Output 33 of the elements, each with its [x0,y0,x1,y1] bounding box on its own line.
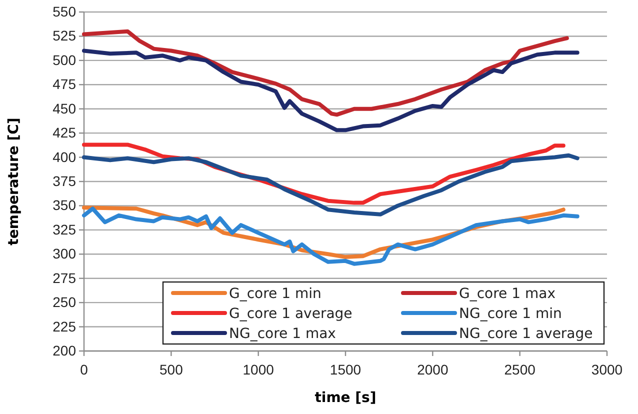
legend-label: G_core 1 min [229,286,322,302]
y-tick-label: 400 [52,148,76,165]
y-tick-label: 250 [52,294,76,310]
x-tick-label: 2000 [417,361,448,378]
y-tick-label: 225 [52,318,76,334]
x-tick-label: 3000 [591,361,623,378]
y-tick-label: 500 [52,52,76,68]
y-tick-label: 350 [52,197,76,214]
y-axis-title: temperature [C] [6,118,22,246]
y-tick-label: 425 [52,124,76,141]
y-tick-label: 200 [52,342,76,358]
y-tick-label: 375 [52,172,76,189]
x-tick-label: 1500 [330,361,362,378]
x-tick-label: 2500 [504,361,536,378]
legend-label: NG_core 1 min [459,306,562,322]
y-tick-label: 450 [52,100,76,116]
y-tick-label: 550 [52,3,76,20]
y-tick-label: 325 [52,221,76,238]
x-tick-label: 1000 [242,361,274,378]
x-axis-title: time [s] [314,390,376,406]
line-series [82,153,580,216]
legend-label: NG_core 1 average [459,326,593,342]
y-tick-label: 525 [52,28,76,44]
x-tick-label: 500 [159,361,184,378]
legend-label: G_core 1 max [459,286,556,302]
line-series [82,29,569,117]
x-tick-label: 0 [80,361,88,378]
y-tick-label: 300 [52,246,76,262]
line-series [82,48,580,132]
y-tick-label: 475 [52,76,76,92]
legend-label: G_core 1 average [229,306,352,322]
legend-label: NG_core 1 max [229,326,336,342]
y-tick-label: 275 [52,270,76,286]
